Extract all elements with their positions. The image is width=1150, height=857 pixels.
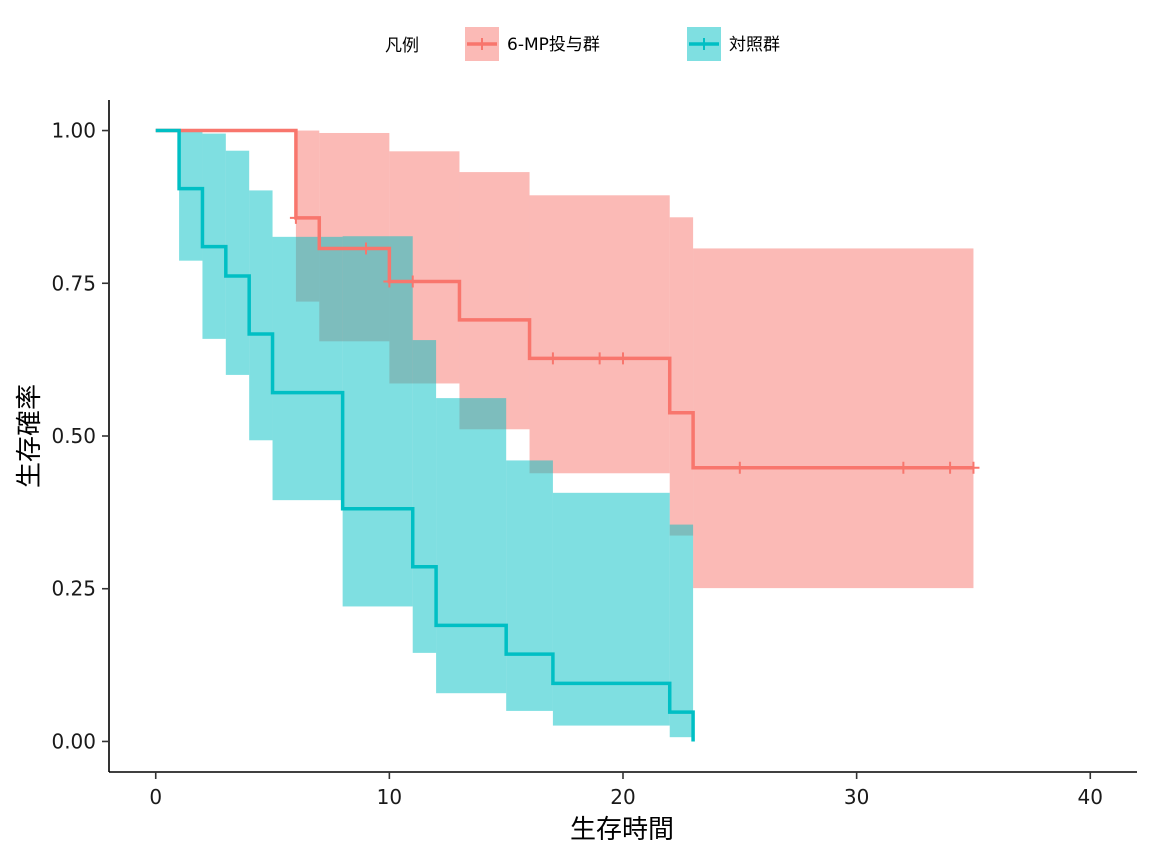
ci-band-segment-2: [342, 236, 413, 607]
legend-title: 凡例: [385, 36, 419, 56]
ci-band-segment-2: [272, 236, 343, 501]
legend-label: 対照群: [729, 35, 780, 55]
legend-entry-2: 対照群: [687, 27, 780, 61]
x-tick-label: 30: [844, 785, 869, 809]
censor-mark: [897, 461, 910, 474]
ci-band-segment-2: [412, 340, 437, 653]
y-tick-label: 1.00: [51, 119, 96, 143]
censor-mark: [406, 275, 419, 288]
ci-band-segment-2: [202, 133, 226, 339]
censor-mark: [967, 461, 980, 474]
survival-curves: [155, 128, 980, 742]
legend-label: 6-MP投与群: [507, 35, 600, 55]
ci-band-segment-2: [436, 398, 507, 694]
confidence-bands: [179, 130, 974, 738]
x-axis-title: 生存時間: [570, 815, 674, 845]
legend-entry-1: 6-MP投与群: [465, 27, 600, 61]
censor-mark: [383, 275, 396, 288]
x-tick-label: 0: [149, 785, 162, 809]
ci-band-segment-1: [693, 248, 974, 589]
ci-band-segment-2: [669, 524, 694, 738]
censor-mark: [617, 352, 629, 365]
survival-line-2: [155, 128, 695, 742]
censor-mark: [546, 352, 559, 365]
censor-mark: [733, 461, 746, 474]
censor-mark: [944, 461, 957, 474]
legend: 凡例 6-MP投与群 対照群: [385, 27, 780, 61]
ci-band-segment-2: [249, 190, 273, 441]
y-tick-label: 0.25: [51, 577, 96, 601]
ci-band-segment-1: [529, 195, 670, 474]
x-tick-label: 20: [610, 785, 635, 809]
x-tick-label: 10: [377, 785, 402, 809]
ci-band-segment-2: [225, 150, 250, 375]
ci-band-segment-1: [669, 217, 694, 536]
ci-band-segment-2: [179, 130, 203, 261]
censor-mark: [289, 211, 302, 224]
ci-band-segment-2: [552, 492, 670, 726]
ci-band-segment-2: [506, 460, 553, 711]
y-tick-label: 0.00: [51, 729, 96, 753]
censor-mark: [360, 242, 372, 255]
censor-mark: [593, 352, 606, 365]
y-axis-title: 生存確率: [15, 384, 45, 488]
y-tick-label: 0.50: [51, 424, 96, 448]
x-tick-label: 40: [1078, 785, 1103, 809]
axes: 0 10 20 30 40 0.00 0.25 0.50 0.75 1.00: [51, 100, 1137, 809]
survival-line-1: [155, 128, 974, 470]
y-tick-label: 0.75: [51, 271, 96, 295]
ci-band-segment-1: [459, 172, 530, 430]
